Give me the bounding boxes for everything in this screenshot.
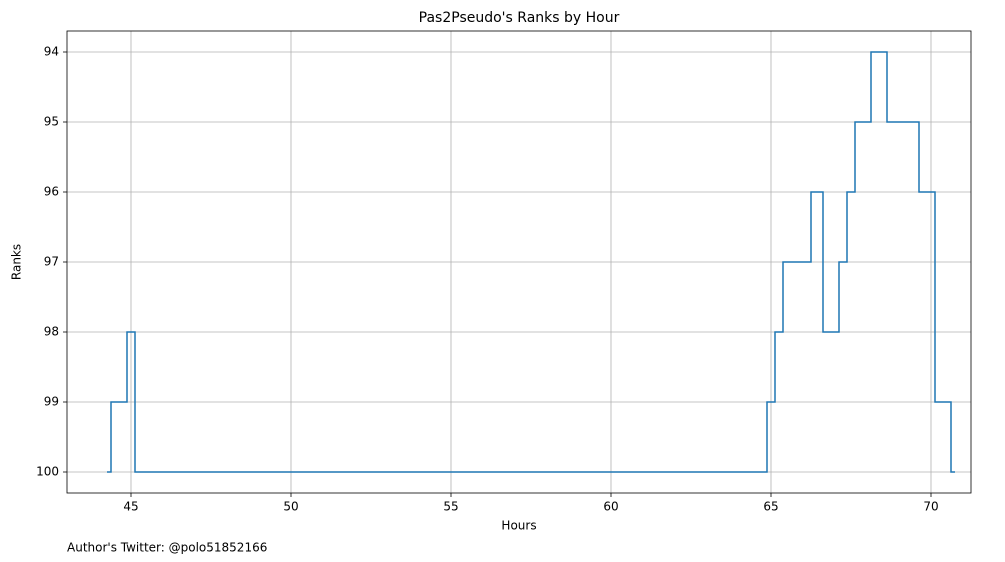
y-tick-label: 100 (36, 465, 59, 479)
footnote: Author's Twitter: @polo51852166 (67, 541, 267, 555)
x-axis-label: Hours (501, 519, 536, 533)
y-tick-label: 96 (44, 185, 59, 199)
x-tick-label: 55 (443, 500, 458, 514)
y-tick-label: 95 (44, 115, 59, 129)
chart-title: Pas2Pseudo's Ranks by Hour (419, 10, 620, 26)
step-line (107, 51, 955, 473)
x-tick-label: 50 (283, 500, 298, 514)
y-tick-label: 97 (44, 255, 59, 269)
y-axis-label: Ranks (10, 244, 24, 280)
plot-frame (66, 30, 972, 494)
y-tick-label: 99 (44, 395, 59, 409)
x-tick-label: 60 (603, 500, 618, 514)
x-tick-label: 65 (763, 500, 778, 514)
y-tick-label: 94 (44, 45, 59, 59)
x-tick-label: 45 (123, 500, 138, 514)
x-tick-label: 70 (923, 500, 938, 514)
y-tick-label: 98 (44, 325, 59, 339)
